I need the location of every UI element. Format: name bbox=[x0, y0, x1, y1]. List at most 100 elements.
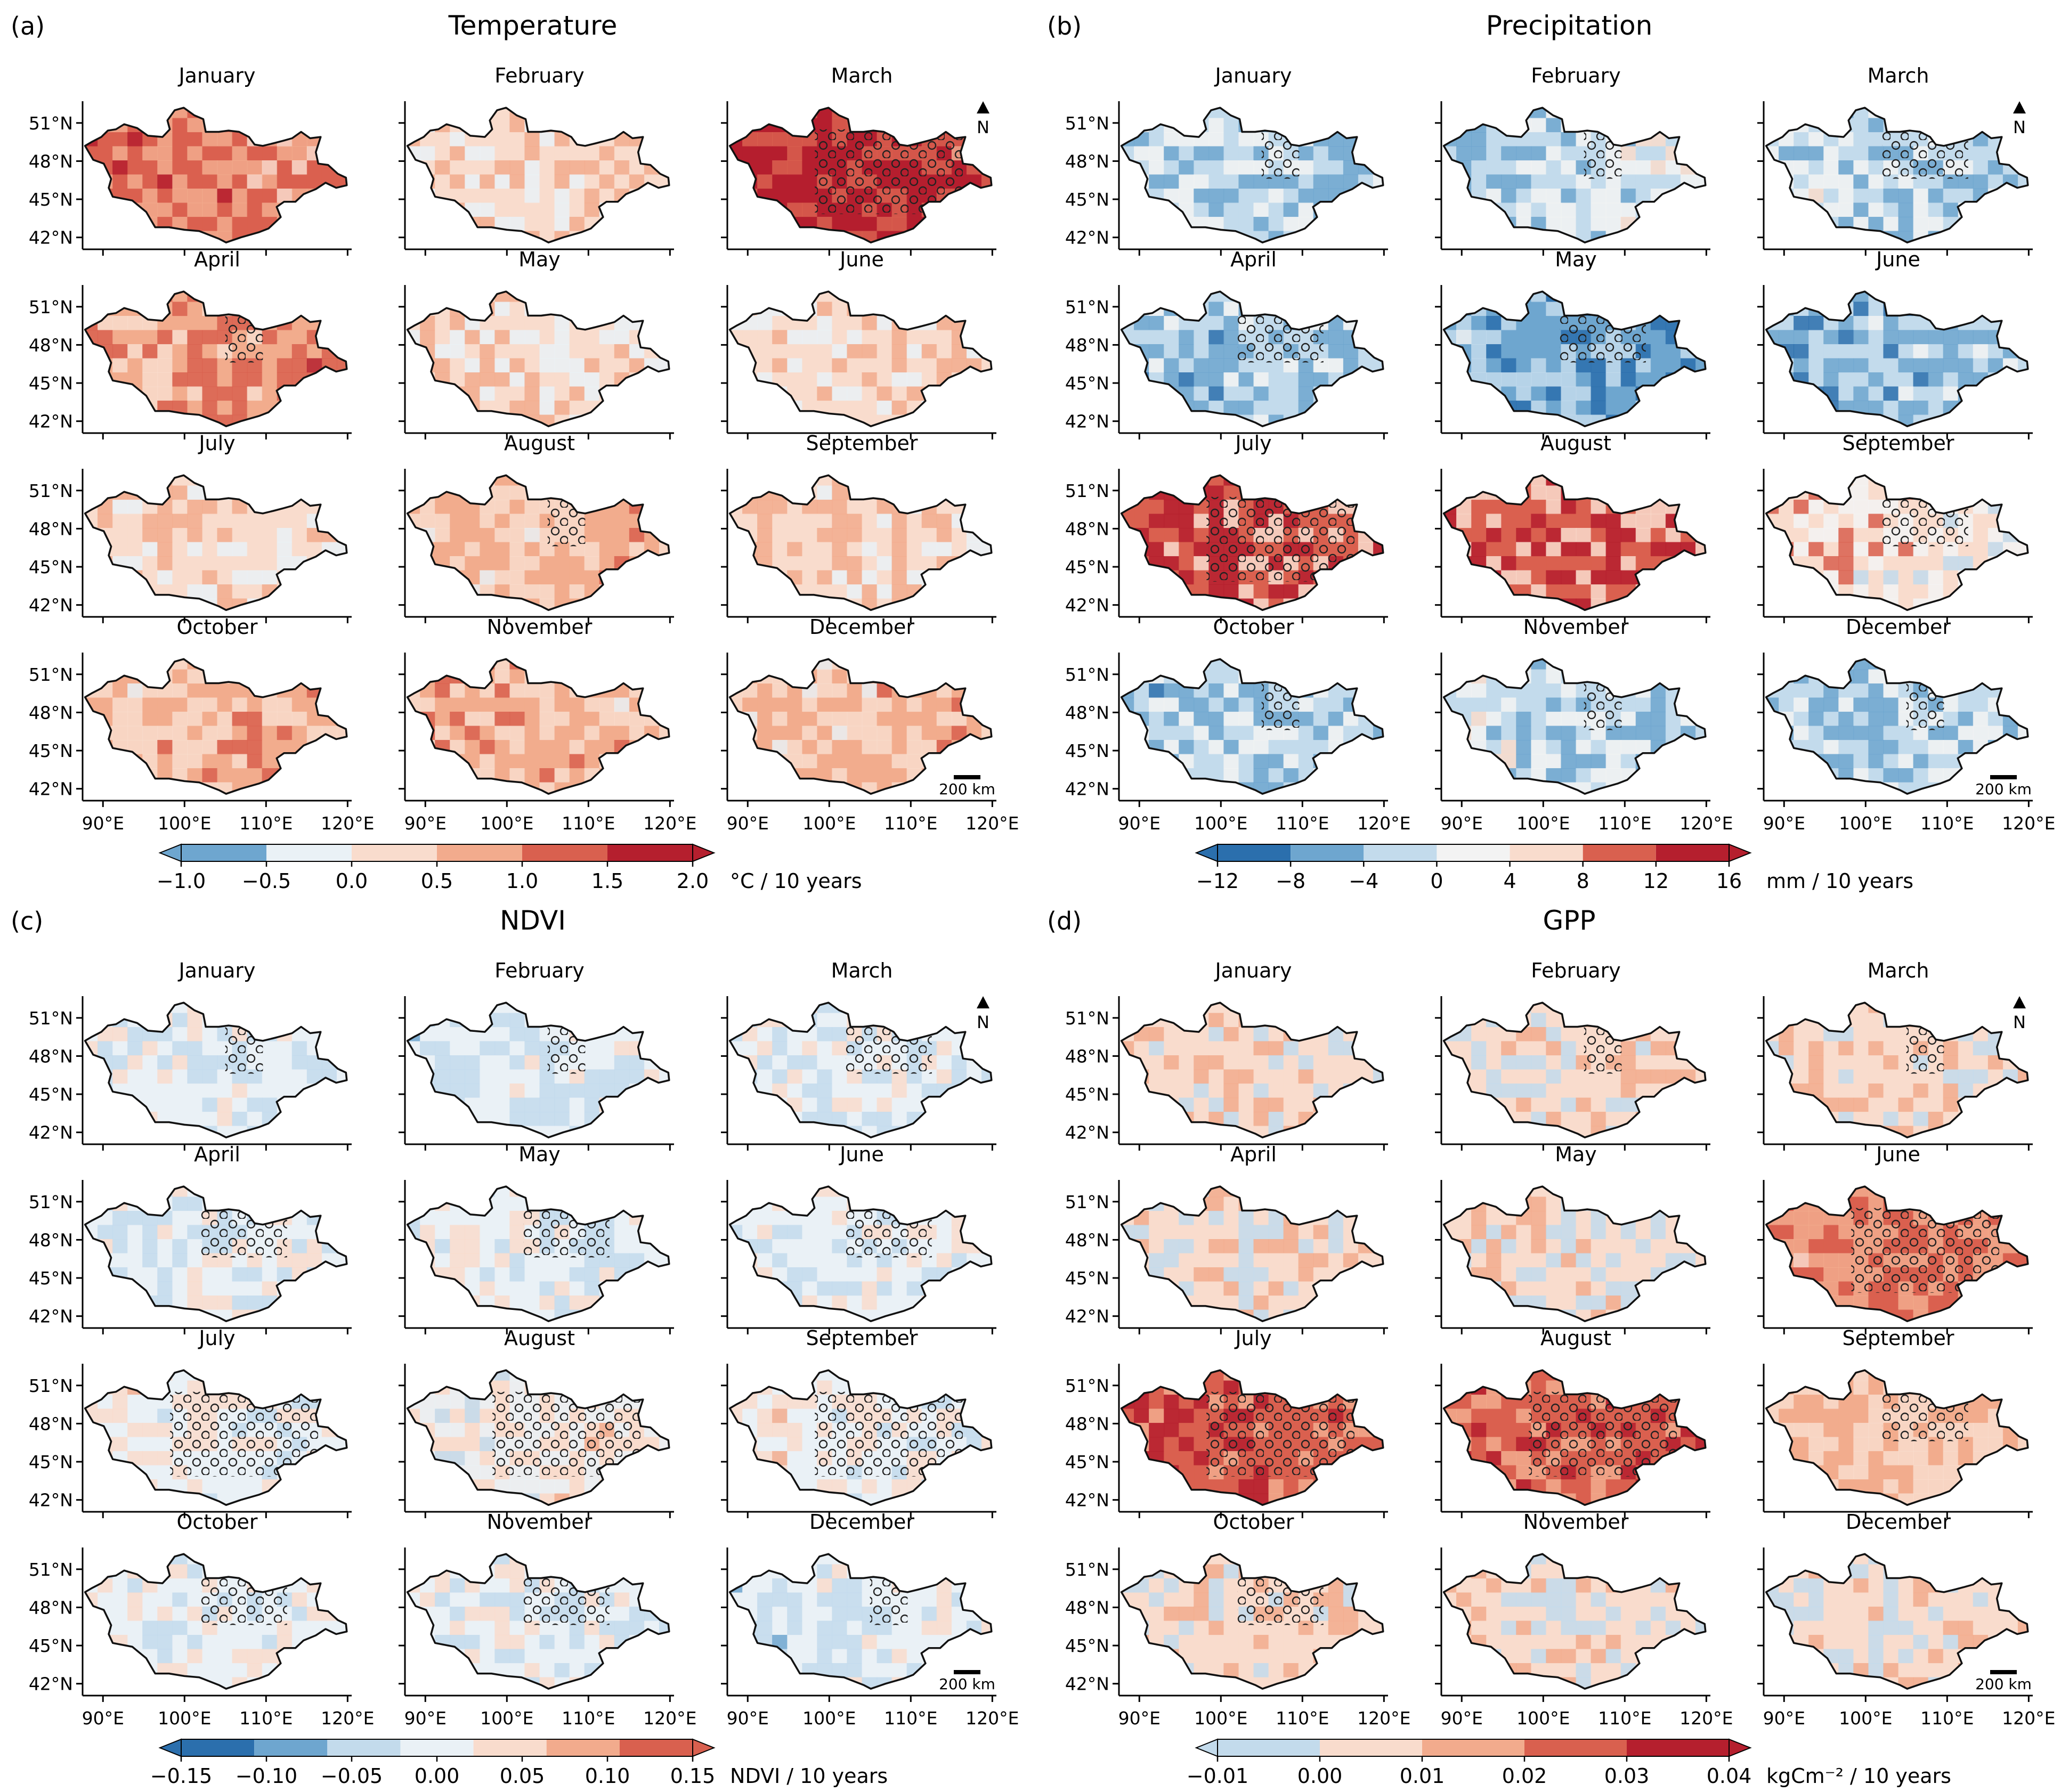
map-cell bbox=[877, 528, 892, 543]
map-cell bbox=[321, 231, 337, 243]
map-cell bbox=[202, 160, 218, 175]
map-cell bbox=[1808, 189, 1824, 203]
map-cell bbox=[1268, 217, 1284, 232]
map-cell bbox=[142, 740, 158, 755]
map-cell bbox=[420, 330, 436, 345]
map-cell bbox=[1898, 754, 1914, 769]
map-cell bbox=[659, 528, 669, 543]
map-cell bbox=[1456, 231, 1472, 243]
scale-bar bbox=[954, 775, 980, 779]
map-cell bbox=[247, 556, 263, 571]
map-cell bbox=[1868, 344, 1884, 359]
map-cell bbox=[1928, 108, 1944, 119]
map-cell bbox=[112, 1084, 128, 1098]
map-cell bbox=[906, 598, 922, 610]
map-cell bbox=[321, 372, 337, 387]
map-cell bbox=[1650, 217, 1666, 232]
map-cell bbox=[614, 174, 630, 189]
map-cell bbox=[1635, 231, 1651, 243]
map-cell bbox=[1665, 330, 1681, 345]
map-cell bbox=[1223, 231, 1239, 243]
significance-stipple bbox=[1206, 496, 1354, 582]
map-cell bbox=[407, 291, 421, 303]
map-cell bbox=[1358, 712, 1374, 727]
map-cell bbox=[1943, 372, 1959, 387]
map-cell bbox=[1164, 108, 1180, 119]
map-cell bbox=[644, 132, 660, 147]
map-cell bbox=[614, 330, 630, 345]
map-cell bbox=[336, 372, 347, 387]
map-cell bbox=[1546, 231, 1562, 243]
map-cell bbox=[1928, 570, 1944, 585]
map-cell bbox=[142, 344, 158, 359]
map-cell bbox=[1838, 584, 1854, 599]
map-cell bbox=[1471, 217, 1487, 232]
map-cell bbox=[1208, 189, 1224, 203]
map-cell bbox=[480, 712, 496, 727]
map-cell bbox=[524, 683, 540, 698]
map-cell bbox=[247, 189, 263, 203]
map-cell bbox=[1823, 659, 1839, 670]
map-cell bbox=[891, 291, 907, 303]
map-cell bbox=[98, 514, 113, 528]
map-cell bbox=[614, 118, 630, 133]
map-cell bbox=[142, 1069, 158, 1084]
map-cell bbox=[98, 584, 113, 599]
map-cell bbox=[981, 372, 992, 387]
map-cell bbox=[772, 768, 788, 783]
map-cell bbox=[1838, 485, 1854, 500]
map-cell bbox=[306, 570, 322, 585]
map-cell bbox=[465, 291, 481, 303]
map-cell bbox=[85, 414, 99, 427]
map-cell bbox=[1665, 570, 1681, 585]
map-cell bbox=[1794, 754, 1810, 769]
map-cell bbox=[1605, 202, 1621, 217]
map-cell bbox=[407, 782, 421, 794]
map-cell bbox=[1868, 712, 1884, 727]
map-cell bbox=[1620, 108, 1636, 119]
map-cell bbox=[1576, 570, 1592, 585]
significance-stipple bbox=[1261, 680, 1300, 730]
map-cell bbox=[509, 726, 525, 740]
map-cell bbox=[1134, 386, 1150, 401]
map-cell bbox=[802, 330, 818, 345]
map-cell bbox=[569, 712, 585, 727]
map-cell bbox=[1283, 372, 1299, 387]
map-cell bbox=[157, 146, 173, 161]
map-cell bbox=[936, 330, 952, 345]
map-cell bbox=[480, 570, 496, 585]
map-cell bbox=[906, 330, 922, 345]
map-cell bbox=[1121, 584, 1135, 599]
map-cell bbox=[614, 414, 630, 427]
map-cell bbox=[407, 174, 421, 189]
map-cell bbox=[847, 386, 863, 401]
map-cell bbox=[906, 344, 922, 359]
map-cell bbox=[569, 330, 585, 345]
map-cell bbox=[336, 584, 347, 599]
map-cell bbox=[1898, 344, 1914, 359]
map-cell bbox=[1779, 570, 1795, 585]
map-cell bbox=[1680, 302, 1696, 316]
map-cell bbox=[1283, 754, 1299, 769]
colorbar-tick-label: −12 bbox=[1196, 869, 1239, 893]
map-cell bbox=[1898, 570, 1914, 585]
panel-title: Temperature bbox=[448, 10, 618, 41]
map-cell bbox=[1620, 782, 1636, 794]
map-cell bbox=[1779, 202, 1795, 217]
map-cell bbox=[1620, 726, 1636, 740]
map-cell bbox=[772, 386, 788, 401]
map-cell bbox=[1680, 556, 1696, 571]
map-cell bbox=[817, 712, 833, 727]
map-cell bbox=[1823, 514, 1839, 528]
map-cell bbox=[966, 401, 982, 416]
map-cell bbox=[1695, 475, 1706, 486]
map-cell bbox=[217, 1084, 233, 1098]
map-cell bbox=[494, 697, 510, 712]
map-cell bbox=[480, 754, 496, 769]
map-cell bbox=[1779, 146, 1795, 161]
colorbar-extend-min bbox=[158, 843, 182, 862]
map-cell bbox=[847, 316, 863, 331]
map-cell bbox=[599, 782, 615, 794]
map-cell bbox=[644, 217, 660, 232]
